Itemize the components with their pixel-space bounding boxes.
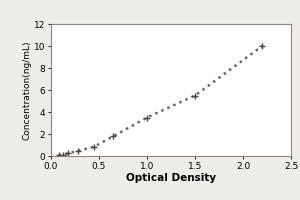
Point [76,149,80,153]
X-axis label: Optical Density: Optical Density [126,173,216,183]
Point [145,116,149,119]
Point [60,153,65,156]
Point [193,94,197,97]
Y-axis label: Concentration(ng/mL): Concentration(ng/mL) [22,40,31,140]
Point [56,154,61,157]
Point [92,145,97,148]
Point [111,135,116,138]
Point [260,44,265,48]
Point [66,152,71,155]
